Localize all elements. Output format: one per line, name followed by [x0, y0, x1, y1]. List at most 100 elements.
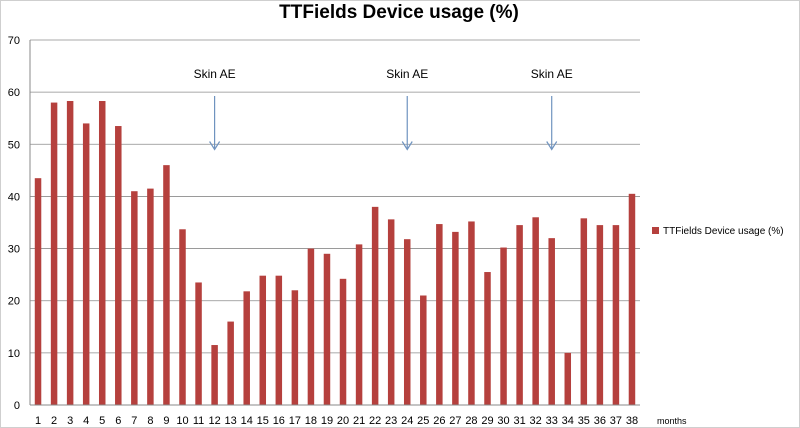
bar — [371, 206, 379, 405]
x-tick-label: 1 — [35, 415, 41, 427]
x-tick-label: 14 — [241, 415, 253, 427]
y-tick-label: 10 — [8, 348, 20, 360]
bar — [564, 352, 572, 405]
annotation-arrowhead — [401, 141, 413, 151]
y-tick-label: 50 — [8, 139, 20, 151]
bar — [179, 229, 186, 405]
annotation-label: Skin AE — [531, 67, 573, 81]
x-tick-label: 29 — [481, 415, 493, 427]
x-tick-label: 11 — [193, 415, 204, 427]
y-axis-tick-labels: 0 10 20 30 40 50 60 70 — [8, 35, 20, 412]
x-tick-label: 13 — [225, 415, 237, 427]
x-tick-label: 16 — [273, 415, 285, 427]
bar — [468, 221, 475, 405]
bar — [548, 238, 555, 405]
x-tick-label: 2 — [51, 415, 57, 427]
annotation-label: Skin AE — [194, 67, 236, 81]
bar — [596, 225, 604, 405]
x-tick-label: 10 — [176, 415, 188, 427]
bars — [34, 101, 636, 406]
bar — [115, 126, 122, 406]
x-tick-label: 15 — [257, 415, 269, 427]
bar — [50, 102, 58, 406]
bar — [403, 239, 411, 405]
y-tick-label: 60 — [8, 87, 20, 99]
x-tick-label: 5 — [99, 415, 105, 427]
y-tick-label: 0 — [14, 400, 20, 412]
y-tick-label: 70 — [8, 35, 20, 47]
x-tick-label: 20 — [337, 415, 349, 427]
legend: TTFields Device usage (%) — [652, 226, 784, 237]
bar — [34, 178, 42, 405]
bar — [131, 191, 138, 405]
x-tick-label: 33 — [546, 415, 558, 427]
x-tick-label: 17 — [289, 415, 301, 427]
x-tick-label: 27 — [449, 415, 461, 427]
bar — [163, 165, 170, 405]
x-tick-label: 7 — [131, 415, 137, 427]
bar — [355, 244, 363, 405]
x-tick-label: 26 — [433, 415, 445, 427]
annotation-arrowhead — [546, 141, 558, 151]
chart-title: TTFields Device usage (%) — [279, 2, 519, 23]
x-tick-label: 35 — [578, 415, 590, 427]
annotation-arrowhead — [209, 141, 221, 151]
annotations: Skin AE Skin AE Skin AE — [194, 67, 573, 151]
bar — [147, 188, 154, 405]
bar — [275, 275, 283, 405]
x-tick-label: 21 — [353, 415, 365, 427]
bar — [291, 290, 299, 405]
bar — [580, 218, 588, 405]
x-tick-label: 12 — [208, 415, 220, 427]
bar — [98, 101, 106, 405]
bar — [211, 345, 218, 405]
x-tick-label: 28 — [465, 415, 477, 427]
bar — [259, 275, 267, 405]
x-tick-label: 23 — [385, 415, 397, 427]
bar — [195, 282, 202, 405]
bar — [339, 278, 347, 405]
bar — [436, 224, 443, 405]
x-tick-label: 37 — [610, 415, 622, 427]
x-tick-label: 34 — [562, 415, 574, 427]
bar — [500, 247, 507, 405]
bar — [387, 219, 395, 405]
bar — [452, 231, 459, 405]
x-tick-label: 6 — [115, 415, 121, 427]
bar — [612, 225, 620, 405]
bar — [628, 193, 636, 405]
x-tick-label: 38 — [626, 415, 638, 427]
x-axis-label: months — [657, 416, 687, 426]
x-tick-label: 24 — [401, 415, 413, 427]
x-tick-label: 30 — [497, 415, 509, 427]
x-tick-label: 25 — [417, 415, 429, 427]
x-tick-label: 22 — [369, 415, 381, 427]
x-tick-label: 31 — [513, 415, 525, 427]
bar — [484, 272, 491, 405]
x-tick-label: 32 — [530, 415, 542, 427]
x-tick-label: 3 — [67, 415, 73, 427]
y-tick-label: 20 — [8, 296, 20, 308]
bar — [323, 253, 331, 405]
legend-swatch — [652, 227, 659, 234]
x-tick-label: 4 — [83, 415, 89, 427]
bar — [307, 248, 315, 405]
annotation-label: Skin AE — [386, 67, 428, 81]
bar — [516, 225, 523, 405]
bar — [66, 101, 74, 405]
y-tick-label: 40 — [8, 191, 20, 203]
y-tick-label: 30 — [8, 244, 20, 256]
bar — [82, 123, 90, 405]
x-tick-label: 8 — [147, 415, 153, 427]
bar — [243, 291, 250, 405]
x-tick-label: 18 — [305, 415, 317, 427]
x-tick-label: 36 — [594, 415, 606, 427]
x-axis-tick-labels: 1 2 3 4 5 6 7 8 9 10 11 12 13 14 15 16 17 18 19 20 21 22 23 24 2… — [35, 415, 638, 427]
bar — [227, 321, 234, 405]
bar — [420, 295, 427, 405]
x-tick-label: 19 — [321, 415, 333, 427]
bar — [532, 217, 539, 405]
x-tick-label: 9 — [163, 415, 169, 427]
